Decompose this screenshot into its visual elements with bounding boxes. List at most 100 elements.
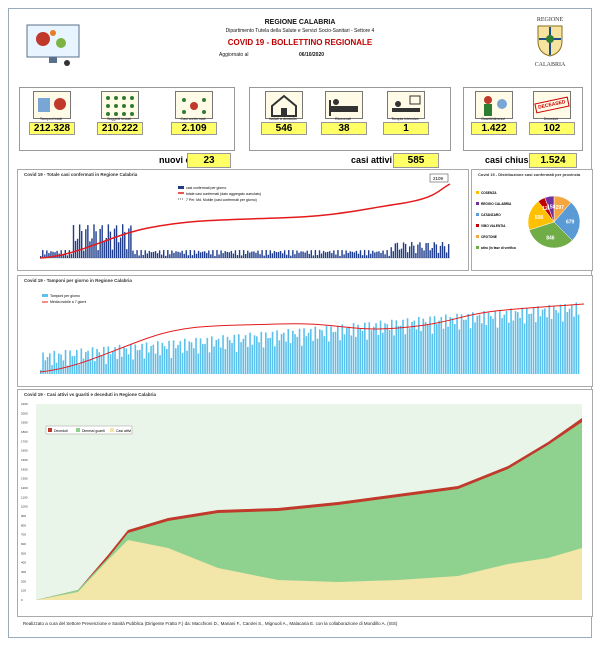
daily-tests-bar — [157, 341, 159, 374]
closed-cases-group — [463, 87, 583, 151]
daily-tests-bar — [168, 340, 170, 374]
daily-cases-bar — [429, 250, 431, 258]
daily-cases-bar — [318, 250, 321, 258]
daily-tests-bar — [141, 343, 143, 374]
legend-item: casi confermati per giorno — [186, 186, 226, 190]
daily-tests-bar — [134, 344, 137, 374]
daily-tests-bar — [357, 324, 359, 374]
daily-cases-bar — [214, 255, 216, 258]
legend-swatch — [476, 235, 479, 238]
daily-cases-bar — [165, 255, 167, 258]
daily-cases-bar — [411, 242, 413, 258]
daily-tests-bar — [537, 306, 539, 374]
people-grid-icon — [101, 91, 139, 119]
province-legend: COSENZA REGGIO CALABRIA CATANZARO VIBO VALE… — [476, 191, 516, 250]
daily-tests-bar — [321, 330, 323, 374]
daily-cases-bar — [413, 245, 415, 258]
daily-tests-bar — [240, 342, 242, 374]
daily-tests-bar — [193, 348, 195, 374]
daily-cases-bar — [175, 251, 177, 258]
province-pie-chart: COSENZA REGGIO CALABRIA CATANZARO VIBO VALE… — [476, 191, 581, 250]
daily-tests-bar — [505, 311, 508, 374]
daily-tests-bar — [440, 317, 443, 374]
daily-cases-bar — [91, 238, 93, 258]
daily-tests-bar — [188, 341, 191, 374]
daily-tests-bar — [382, 332, 384, 374]
daily-tests-bar — [406, 318, 409, 374]
daily-tests-bar — [285, 341, 287, 374]
daily-cases-bar — [130, 225, 132, 258]
daily-tests-bar — [276, 330, 278, 374]
daily-cases-bar — [68, 250, 71, 258]
region-logo: REGIONE CALABRIA — [525, 17, 575, 75]
footer-credits: Realizzato a cura del Settore Prevenzion… — [23, 621, 398, 626]
daily-tests-bar — [370, 330, 373, 374]
bulletin-page: REGIONE CALABRIA Dipartimento Tutela del… — [8, 8, 593, 638]
daily-tests-bar — [112, 350, 114, 374]
daily-tests-bar — [379, 320, 382, 374]
card-deceduti: DECEASED Deceduti 102 — [529, 91, 575, 135]
daily-tests-bar — [483, 310, 485, 374]
daily-cases-bar — [78, 224, 81, 258]
logo-bottom-text: CALABRIA — [534, 62, 566, 68]
daily-tests-bar — [469, 328, 472, 374]
daily-tests-bar — [100, 355, 103, 374]
daily-tests-bar — [366, 339, 368, 374]
pie-slice-label: 846 — [546, 236, 555, 242]
daily-cases-bar — [349, 251, 351, 258]
daily-cases-bar — [138, 255, 140, 258]
daily-tests-bar — [262, 347, 265, 374]
daily-cases-bar — [372, 250, 374, 258]
daily-cases-bar — [201, 251, 204, 258]
daily-cases-bar — [286, 254, 288, 258]
daily-cases-bar — [306, 250, 308, 258]
daily-cases-bar — [152, 251, 155, 258]
daily-cases-bar — [396, 242, 399, 258]
daily-cases-bar — [187, 255, 189, 258]
daily-cases-bar — [296, 250, 298, 258]
daily-tests-bar — [350, 335, 353, 374]
daily-tests-bar — [211, 336, 213, 374]
region-name: REGIONE CALABRIA — [264, 19, 336, 26]
daily-tests-bar — [485, 324, 488, 374]
daily-tests-bar — [352, 323, 355, 374]
daily-cases-bar — [269, 250, 271, 258]
daily-cases-bar — [179, 252, 181, 258]
daily-cases-bar — [370, 253, 372, 258]
daily-tests-bar — [220, 347, 222, 374]
daily-tests-bar — [127, 354, 130, 374]
daily-tests-bar — [208, 352, 211, 374]
daily-tests-bar — [573, 316, 575, 374]
header: REGIONE CALABRIA Dipartimento Tutela del… — [9, 9, 591, 79]
legend-swatch — [476, 202, 479, 205]
daily-tests-bar — [501, 318, 503, 374]
daily-tests-bar — [170, 357, 173, 374]
daily-cases-bar — [183, 253, 185, 258]
legend-swatch — [476, 224, 479, 227]
daily-cases-bar — [216, 250, 218, 258]
y-tick-label: 1000 — [21, 505, 28, 509]
daily-tests-bar — [105, 363, 107, 374]
card-tamponi: Tamponi totali 212.328 — [29, 91, 75, 135]
daily-cases-bar — [433, 242, 435, 258]
daily-tests-bar — [431, 333, 434, 374]
daily-cases-bar — [382, 250, 384, 258]
daily-tests-bar — [503, 314, 506, 374]
daily-cases-bar — [195, 253, 198, 258]
daily-tests-bar — [114, 347, 116, 374]
daily-tests-bar — [490, 316, 492, 374]
daily-cases-bar — [320, 253, 323, 258]
daily-cases-bar — [351, 251, 353, 258]
y-tick-label: 700 — [21, 533, 26, 537]
daily-cases-bar — [146, 253, 148, 258]
daily-cases-bar — [87, 225, 89, 258]
daily-cases-bar — [160, 254, 163, 258]
daily-cases-bar — [392, 251, 394, 258]
daily-tests-bar — [166, 349, 168, 374]
daily-tests-bar — [197, 353, 200, 374]
daily-cases-bar — [228, 252, 230, 258]
daily-tests-bar — [334, 331, 337, 374]
daily-tests-bar — [476, 315, 479, 374]
daily-cases-bar — [158, 250, 161, 258]
daily-tests-bar — [361, 330, 364, 374]
